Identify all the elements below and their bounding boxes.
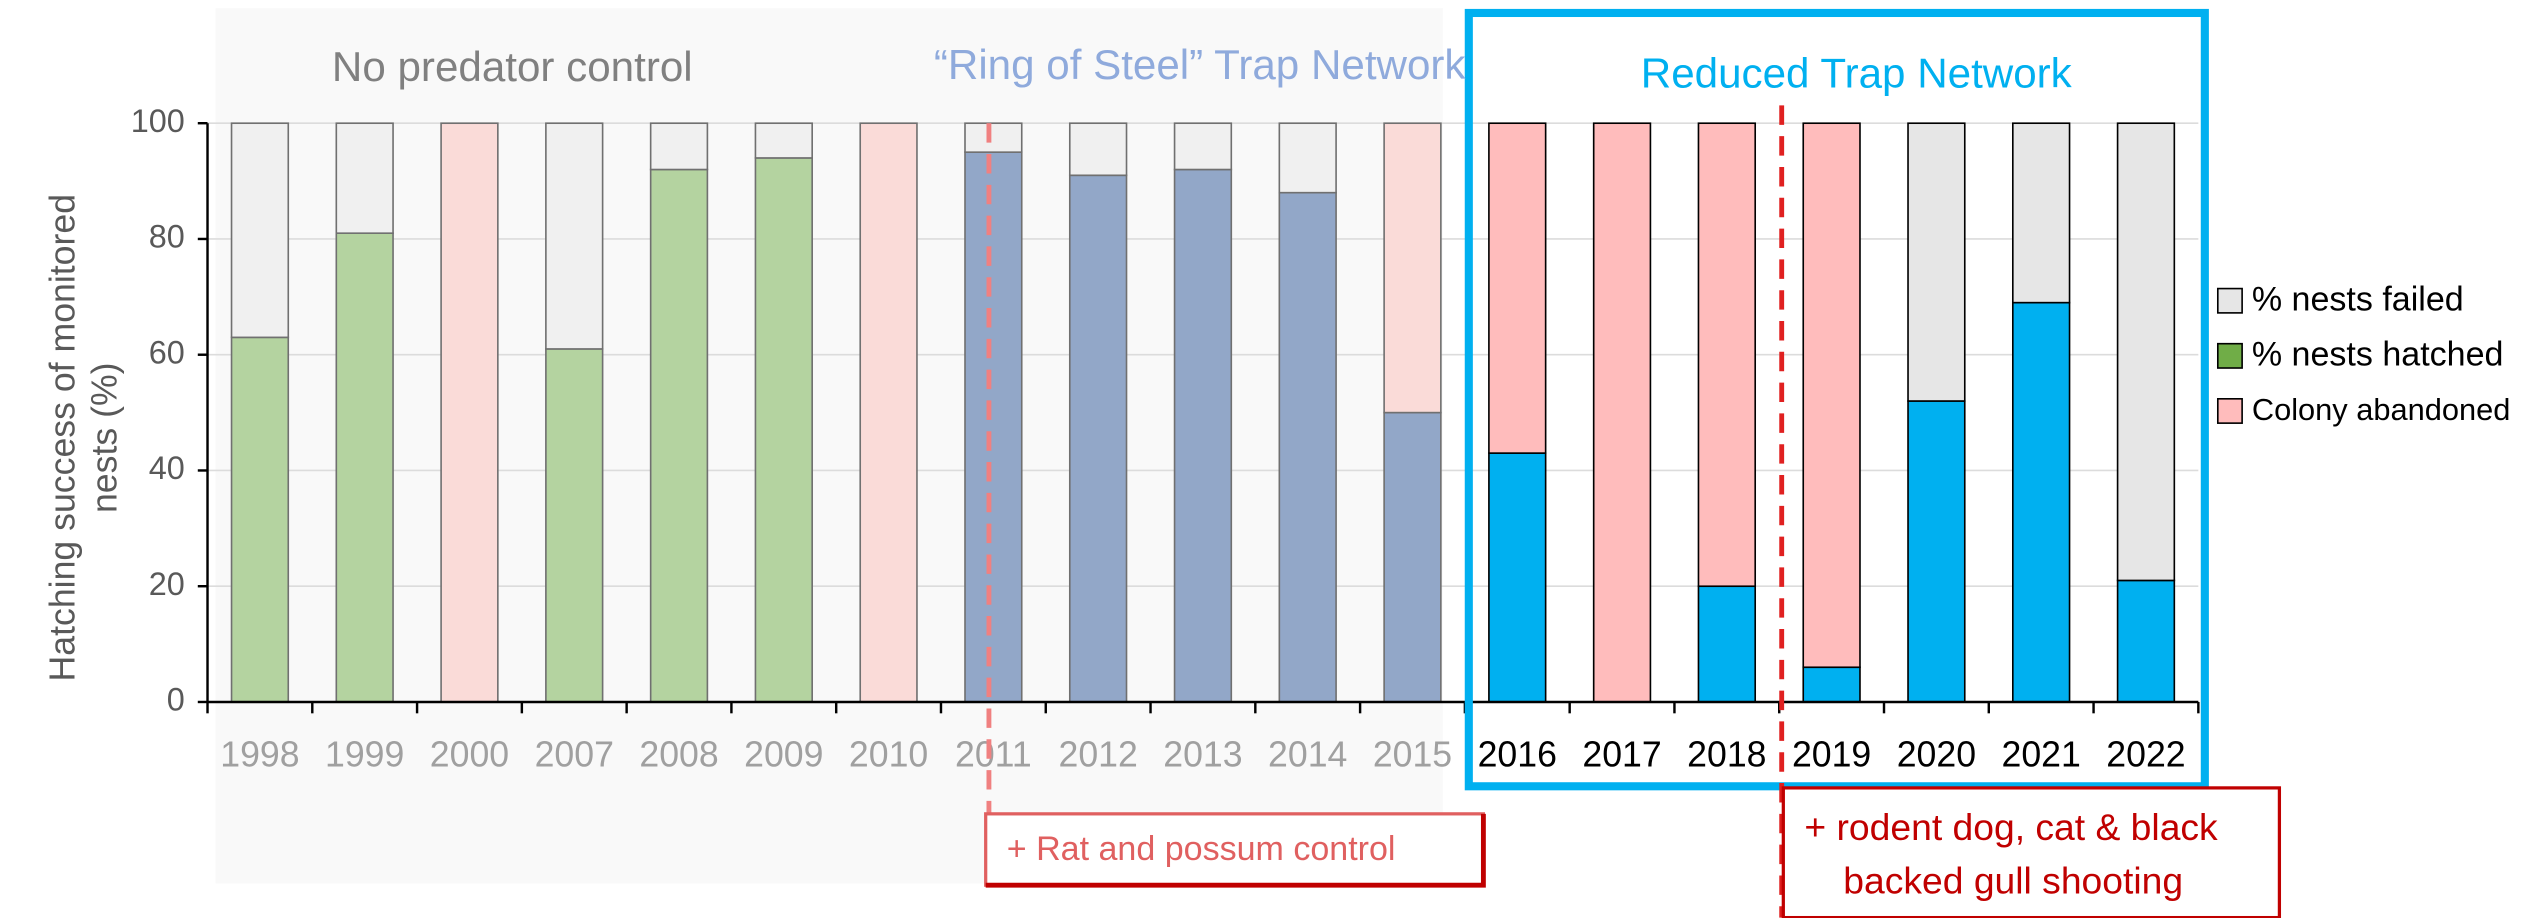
- x-tick-label: 2012: [1058, 735, 1137, 775]
- x-tick-label: 2019: [1792, 735, 1871, 775]
- bar-segment: [1278, 122, 1337, 194]
- bar-segment: [1488, 452, 1547, 703]
- legend-swatch: [2216, 287, 2243, 314]
- bar-segment: [1802, 666, 1861, 703]
- x-tick-label: 2013: [1163, 735, 1242, 775]
- y-tick-label: 40: [149, 450, 185, 486]
- bar-segment: [335, 232, 394, 703]
- bar-segment: [649, 168, 709, 703]
- legend-label: % nests hatched: [2252, 336, 2504, 374]
- bar-segment: [545, 122, 604, 350]
- bar-segment: [1488, 122, 1547, 454]
- event-label: + Rat and possum control: [1007, 830, 1396, 868]
- x-tick-label: 2021: [2002, 735, 2081, 775]
- period-background: [215, 8, 1443, 884]
- bar-segment: [754, 157, 813, 703]
- legend-label: Colony abandoned: [2252, 392, 2511, 427]
- x-tick-label: 2000: [430, 735, 509, 775]
- bar-segment: [1592, 122, 1652, 703]
- bar-segment: [754, 122, 813, 159]
- y-axis-label: Hatching success of monitored: [42, 194, 82, 682]
- bar-segment: [1907, 400, 1966, 703]
- y-tick-label: 100: [131, 103, 185, 139]
- period-label: “Ring of Steel” Trap Network: [934, 41, 1467, 88]
- bar-segment: [335, 122, 394, 234]
- bar-segment: [1907, 122, 1966, 402]
- bar-segment: [1173, 168, 1233, 703]
- x-tick-label: 1999: [325, 735, 404, 775]
- x-tick-label: 2010: [849, 735, 928, 775]
- period-label: Reduced Trap Network: [1641, 49, 2073, 96]
- x-tick-label: 2016: [1478, 735, 1557, 775]
- event-box-edge: [985, 813, 1486, 888]
- y-tick-label: 20: [149, 566, 185, 602]
- plot: 0 20 40 60 80 100 1998 1999 2000 2007 2008 2009 2010…: [131, 103, 2511, 775]
- bar-segment: [1068, 122, 1128, 177]
- x-tick-label: 2020: [1897, 735, 1976, 775]
- x-tick-label: 2022: [2106, 735, 2185, 775]
- y-tick-label: 60: [149, 334, 185, 370]
- bar-segment: [2011, 122, 2071, 304]
- bar-segment: [1278, 191, 1337, 703]
- bar-segment: [440, 122, 499, 703]
- bar-segment: [1383, 122, 1442, 414]
- x-tick-label: 2011: [955, 735, 1032, 775]
- event-label: backed gull shooting: [1843, 859, 2183, 901]
- bar-segment: [1173, 122, 1233, 171]
- x-tick-label: 2007: [535, 735, 614, 775]
- bar-segment: [1802, 122, 1861, 669]
- x-tick-label: 2018: [1687, 735, 1766, 775]
- bar-segment: [545, 348, 604, 703]
- bar-segment: [2116, 579, 2176, 703]
- bar-segment: [859, 122, 918, 703]
- bar-segment: [1697, 122, 1757, 588]
- bar-segment: [230, 122, 290, 339]
- y-tick-label: 80: [149, 219, 185, 255]
- period-label: No predator control: [332, 43, 693, 90]
- x-tick-label: 2008: [639, 735, 718, 775]
- legend-swatch: [2216, 398, 2243, 424]
- bar-segment: [649, 122, 709, 171]
- bar-segment: [1697, 585, 1757, 703]
- legend-label: % nests failed: [2252, 281, 2464, 319]
- y-axis-label: nests (%): [84, 362, 124, 513]
- y-tick-label: 0: [167, 682, 185, 718]
- x-tick-label: 1998: [220, 735, 299, 775]
- x-tick-label: 2014: [1268, 735, 1347, 775]
- bar-segment: [1383, 411, 1442, 703]
- bar-segment: [2116, 122, 2176, 582]
- bar-segment: [1068, 174, 1128, 703]
- legend-swatch: [2216, 342, 2243, 369]
- chart-root: 0 20 40 60 80 100 1998 1999 2000 2007 2008 2009 2010…: [42, 8, 2511, 918]
- bar-segment: [964, 122, 1023, 153]
- bar-segment: [230, 336, 290, 703]
- x-tick-label: 2017: [1582, 735, 1661, 775]
- event-box: [1781, 786, 2282, 918]
- event-box: [984, 812, 1486, 887]
- bar-segment: [964, 151, 1023, 703]
- x-tick-label: 2009: [744, 735, 823, 775]
- event-label: + rodent dog, cat & black: [1804, 806, 2218, 848]
- x-tick-label: 2015: [1373, 735, 1452, 775]
- bar-segment: [2011, 301, 2071, 703]
